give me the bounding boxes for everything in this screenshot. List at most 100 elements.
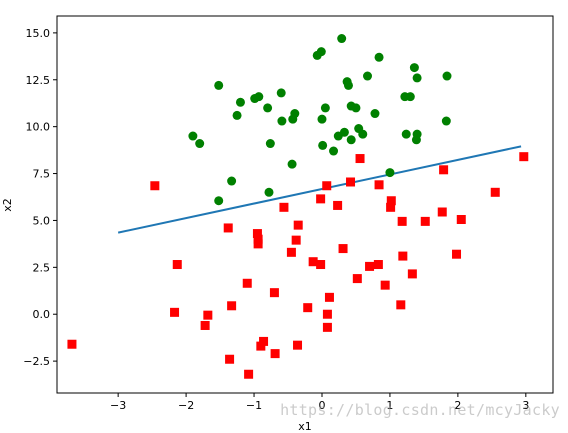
circle-point-16 — [320, 103, 330, 113]
circle-point-38 — [411, 135, 421, 145]
decision-boundary-line — [117, 145, 522, 234]
square-point-28 — [316, 260, 326, 270]
y-axis-label: x2 — [1, 198, 14, 212]
circle-point-7 — [363, 71, 373, 81]
square-point-50 — [270, 349, 280, 359]
square-point-40 — [303, 303, 313, 313]
square-point-49 — [256, 341, 266, 351]
square-point-2 — [439, 165, 449, 175]
square-point-32 — [407, 269, 417, 279]
circle-point-10 — [214, 80, 224, 90]
x-tick-label: −2 — [178, 399, 194, 412]
circle-point-33 — [339, 127, 349, 137]
square-point-13 — [437, 207, 447, 217]
y-tick-label: 2.5 — [33, 261, 51, 274]
square-point-39 — [227, 301, 237, 311]
square-point-35 — [380, 280, 390, 290]
circle-point-8 — [412, 73, 422, 83]
circle-point-28 — [441, 116, 451, 126]
circle-point-42 — [385, 168, 395, 178]
plot-frame — [56, 15, 554, 394]
x-axis-label: x1 — [298, 420, 312, 433]
circle-point-13 — [254, 92, 264, 102]
circle-point-45 — [214, 196, 224, 206]
square-point-20 — [253, 234, 263, 244]
circle-point-26 — [317, 114, 327, 124]
square-point-1 — [355, 154, 365, 164]
square-point-12 — [386, 202, 396, 212]
square-point-51 — [225, 354, 235, 364]
circle-point-4 — [409, 63, 419, 73]
y-axis-ticks: −2.5 0.0 2.5 5.0 7.5 10.0 12.5 15.0 — [23, 27, 57, 368]
square-point-31 — [373, 260, 383, 270]
square-point-3 — [346, 177, 356, 187]
x-tick-label: −1 — [246, 399, 262, 412]
circle-point-18 — [351, 103, 361, 113]
square-point-45 — [322, 322, 332, 332]
circle-point-39 — [318, 140, 328, 150]
circle-point-11 — [235, 97, 245, 107]
square-point-37 — [324, 292, 334, 302]
square-point-27 — [308, 257, 318, 267]
circle-point-20 — [405, 92, 415, 102]
square-point-8 — [316, 194, 326, 204]
x-tick-label: 0 — [318, 399, 325, 412]
square-point-9 — [386, 196, 396, 206]
square-point-19 — [252, 229, 262, 239]
circle-point-0 — [337, 34, 347, 44]
circle-point-3 — [374, 52, 384, 62]
square-point-33 — [352, 274, 362, 284]
square-point-7 — [490, 187, 500, 197]
square-point-4 — [374, 180, 384, 190]
square-point-15 — [420, 216, 430, 226]
circle-point-24 — [277, 116, 287, 126]
lines-layer — [117, 145, 522, 234]
y-tick-label: 10.0 — [26, 121, 51, 134]
circle-point-34 — [346, 135, 356, 145]
square-point-10 — [333, 200, 343, 210]
square-point-30 — [365, 261, 375, 271]
x-tick-label: 2 — [454, 399, 461, 412]
y-tick-label: −2.5 — [23, 355, 50, 368]
square-point-44 — [200, 320, 210, 330]
square-point-48 — [293, 340, 303, 350]
circle-point-41 — [287, 159, 297, 169]
circle-point-15 — [263, 103, 273, 113]
y-tick-label: 15.0 — [26, 27, 51, 40]
y-tick-label: 12.5 — [26, 74, 51, 87]
square-point-34 — [242, 278, 252, 288]
square-point-5 — [150, 181, 160, 191]
square-point-6 — [322, 181, 332, 191]
circle-point-25 — [232, 110, 242, 120]
x-tick-label: −3 — [110, 399, 126, 412]
square-point-36 — [269, 288, 279, 298]
square-point-25 — [398, 251, 408, 261]
circle-point-35 — [358, 129, 368, 139]
square-point-47 — [67, 339, 77, 349]
square-point-43 — [203, 310, 213, 320]
x-tick-label: 3 — [522, 399, 529, 412]
x-tick-label: 1 — [386, 399, 393, 412]
circle-point-43 — [227, 176, 237, 186]
square-point-52 — [244, 369, 254, 379]
y-tick-label: 7.5 — [33, 168, 51, 181]
square-point-11 — [279, 202, 289, 212]
square-point-17 — [293, 220, 303, 230]
circle-point-30 — [195, 139, 205, 149]
circle-point-40 — [329, 146, 339, 156]
square-point-38 — [396, 300, 406, 310]
x-axis-ticks: −3 −2 −1 0 1 2 3 — [110, 393, 529, 412]
square-point-42 — [322, 309, 332, 319]
square-point-24 — [286, 247, 296, 257]
square-point-16 — [397, 216, 407, 226]
square-point-14 — [456, 215, 466, 225]
square-point-46 — [259, 336, 269, 346]
circle-point-2 — [312, 50, 322, 60]
y-tick-label: 0.0 — [33, 308, 51, 321]
y-tick-label: 5.0 — [33, 214, 51, 227]
circle-point-36 — [401, 129, 411, 139]
circle-point-6 — [343, 80, 353, 90]
circle-point-31 — [265, 139, 275, 149]
points-layer — [67, 34, 529, 379]
